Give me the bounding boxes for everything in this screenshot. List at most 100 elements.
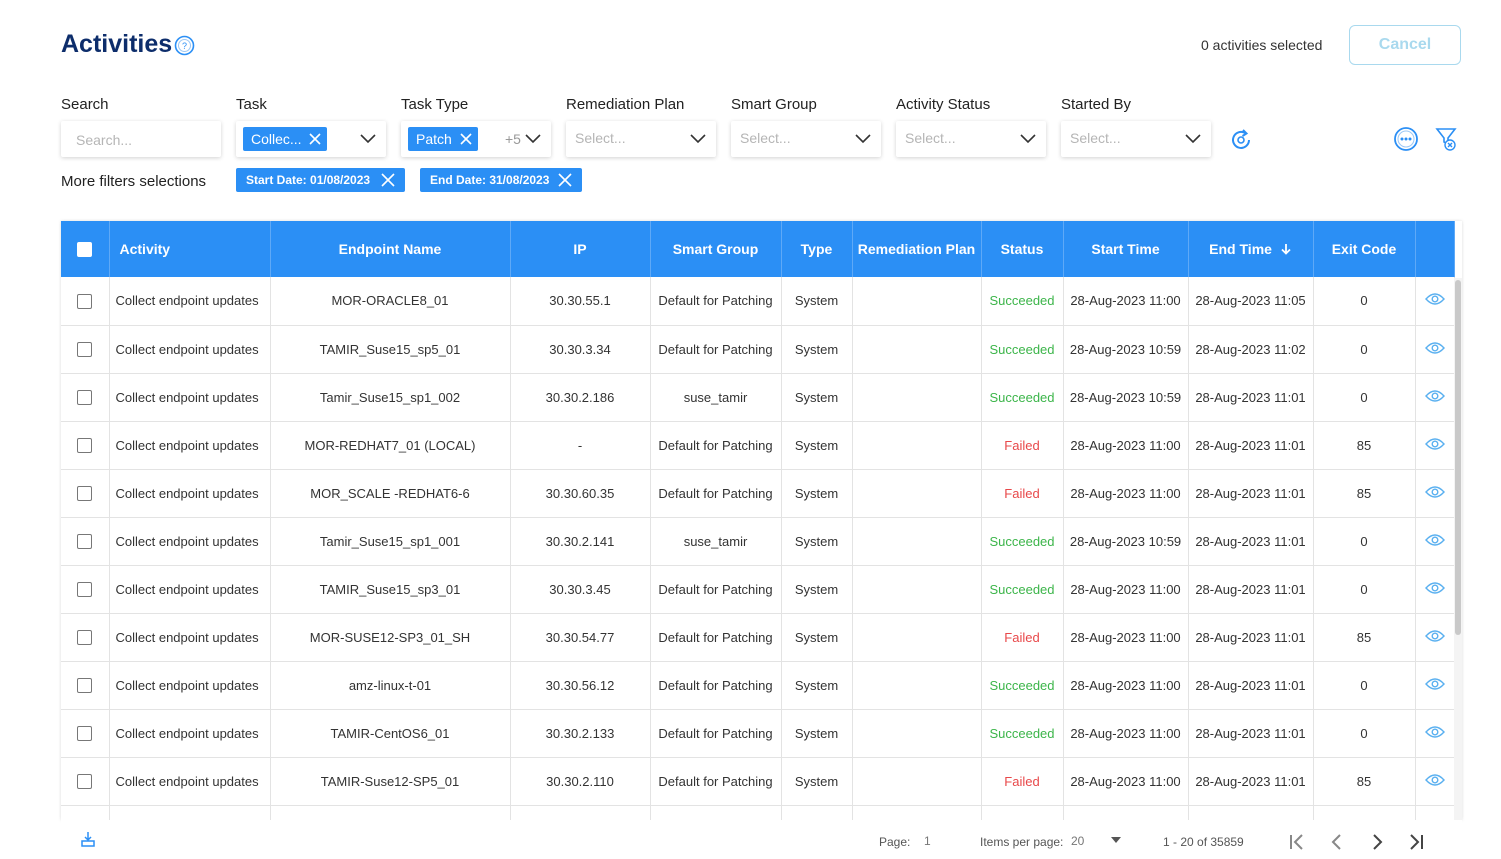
eye-icon[interactable] (1424, 389, 1445, 403)
row-select-cell[interactable] (61, 421, 110, 470)
row-select-cell[interactable] (61, 517, 110, 566)
col-remediation-plan[interactable]: Remediation Plan (852, 221, 982, 277)
cell-view[interactable] (1415, 421, 1455, 470)
close-icon[interactable] (558, 173, 572, 187)
row-select-cell[interactable] (61, 613, 110, 662)
cell-view[interactable] (1415, 277, 1455, 326)
col-type[interactable]: Type (781, 221, 853, 277)
refresh-icon[interactable] (1228, 127, 1254, 153)
eye-icon[interactable] (1424, 292, 1445, 306)
row-select-cell[interactable] (61, 373, 110, 422)
col-endpoint-name[interactable]: Endpoint Name (270, 221, 511, 277)
eye-icon[interactable] (1424, 773, 1445, 787)
select-all-checkbox[interactable] (77, 242, 93, 258)
task-type-select[interactable]: Patch +5 (401, 121, 551, 157)
smart-group-select[interactable]: Select... (731, 121, 881, 157)
sort-desc-icon[interactable] (1280, 243, 1292, 255)
eye-icon[interactable] (1424, 725, 1445, 739)
table-row[interactable]: Collect endpoint updates MOR_SCALE -REDHA… (61, 469, 1455, 518)
row-select-cell[interactable] (61, 661, 110, 710)
next-page-icon[interactable] (1368, 833, 1386, 851)
row-select-cell[interactable] (61, 565, 110, 614)
cell-view[interactable] (1415, 661, 1455, 710)
table-row[interactable]: Collect endpoint updatesMOR-Debian10_013… (61, 805, 1455, 820)
table-row[interactable]: Collect endpoint updates MOR-ORACLE8_01 30… (61, 277, 1455, 326)
row-checkbox[interactable] (77, 534, 93, 550)
task-select[interactable]: Collec... (236, 121, 386, 157)
col-smart-group[interactable]: Smart Group (650, 221, 782, 277)
row-checkbox[interactable] (77, 438, 93, 454)
chevron-down-icon[interactable] (525, 132, 541, 144)
row-checkbox[interactable] (77, 630, 93, 646)
help-icon[interactable]: ? (174, 35, 195, 56)
row-checkbox[interactable] (77, 293, 93, 309)
activity-status-select[interactable]: Select... (896, 121, 1046, 157)
remediation-plan-select[interactable]: Select... (566, 121, 716, 157)
row-checkbox[interactable] (77, 726, 93, 742)
row-select-cell[interactable] (61, 277, 110, 326)
eye-icon[interactable] (1424, 485, 1445, 499)
last-page-icon[interactable] (1407, 833, 1425, 851)
row-checkbox[interactable] (77, 678, 93, 694)
cell-view[interactable] (1415, 565, 1455, 614)
col-end-time[interactable]: End Time (1188, 221, 1314, 277)
col-start-time[interactable]: Start Time (1063, 221, 1189, 277)
chevron-down-icon[interactable] (360, 132, 376, 144)
row-checkbox[interactable] (77, 390, 93, 406)
first-page-icon[interactable] (1288, 833, 1306, 851)
col-exit-code[interactable]: Exit Code (1313, 221, 1416, 277)
close-icon[interactable] (381, 173, 395, 187)
started-by-select[interactable]: Select... (1061, 121, 1211, 157)
select-all-cell[interactable] (61, 221, 110, 277)
row-checkbox[interactable] (77, 486, 93, 502)
cell-view[interactable] (1415, 469, 1455, 518)
row-select-cell[interactable] (61, 757, 110, 806)
cell-view[interactable] (1415, 613, 1455, 662)
chevron-down-icon[interactable] (690, 132, 706, 144)
table-row[interactable]: Collect endpoint updates MOR-SUSE12-SP3_0… (61, 613, 1455, 662)
col-ip[interactable]: IP (510, 221, 651, 277)
close-icon[interactable] (460, 133, 472, 145)
table-row[interactable]: Collect endpoint updates amz-linux-t-01 30… (61, 661, 1455, 710)
cell-view[interactable] (1415, 709, 1455, 758)
chevron-down-icon[interactable] (1185, 132, 1201, 144)
search-input[interactable]: Search... (61, 121, 221, 157)
row-checkbox[interactable] (77, 342, 93, 358)
table-row[interactable]: Collect endpoint updates TAMIR_Suse15_sp5… (61, 325, 1455, 374)
row-select-cell[interactable] (61, 325, 110, 374)
cancel-button[interactable]: Cancel (1349, 25, 1461, 65)
table-row[interactable]: Collect endpoint updates TAMIR_Suse15_sp3… (61, 565, 1455, 614)
table-row[interactable]: Collect endpoint updates TAMIR-Suse12-SP5… (61, 757, 1455, 806)
chevron-down-icon[interactable] (1020, 132, 1036, 144)
cell-view[interactable] (1415, 805, 1455, 820)
more-options-icon[interactable] (1393, 126, 1419, 152)
cell-view[interactable] (1415, 757, 1455, 806)
eye-icon[interactable] (1424, 677, 1445, 691)
close-icon[interactable] (309, 133, 321, 145)
table-row[interactable]: Collect endpoint updates Tamir_Suse15_sp1… (61, 373, 1455, 422)
page-input[interactable]: 1 (924, 834, 931, 848)
row-checkbox[interactable] (77, 582, 93, 598)
col-activity[interactable]: Activity (109, 221, 271, 277)
eye-icon[interactable] (1424, 629, 1445, 643)
scrollbar-thumb[interactable] (1455, 280, 1461, 635)
cell-view[interactable] (1415, 373, 1455, 422)
col-status[interactable]: Status (981, 221, 1064, 277)
eye-icon[interactable] (1424, 341, 1445, 355)
row-select-cell[interactable] (61, 805, 110, 820)
row-checkbox[interactable] (77, 774, 93, 790)
row-select-cell[interactable] (61, 469, 110, 518)
clear-filter-icon[interactable] (1434, 126, 1460, 152)
chevron-down-icon[interactable] (1110, 836, 1122, 844)
chevron-down-icon[interactable] (855, 132, 871, 144)
eye-icon[interactable] (1424, 437, 1445, 451)
row-select-cell[interactable] (61, 709, 110, 758)
export-icon[interactable] (79, 830, 97, 848)
cell-view[interactable] (1415, 325, 1455, 374)
table-row[interactable]: Collect endpoint updates Tamir_Suse15_sp1… (61, 517, 1455, 566)
cell-view[interactable] (1415, 517, 1455, 566)
eye-icon[interactable] (1424, 581, 1445, 595)
table-scrollbar[interactable] (1454, 278, 1462, 820)
items-per-page-select[interactable]: 20 (1071, 834, 1085, 848)
prev-page-icon[interactable] (1328, 833, 1346, 851)
